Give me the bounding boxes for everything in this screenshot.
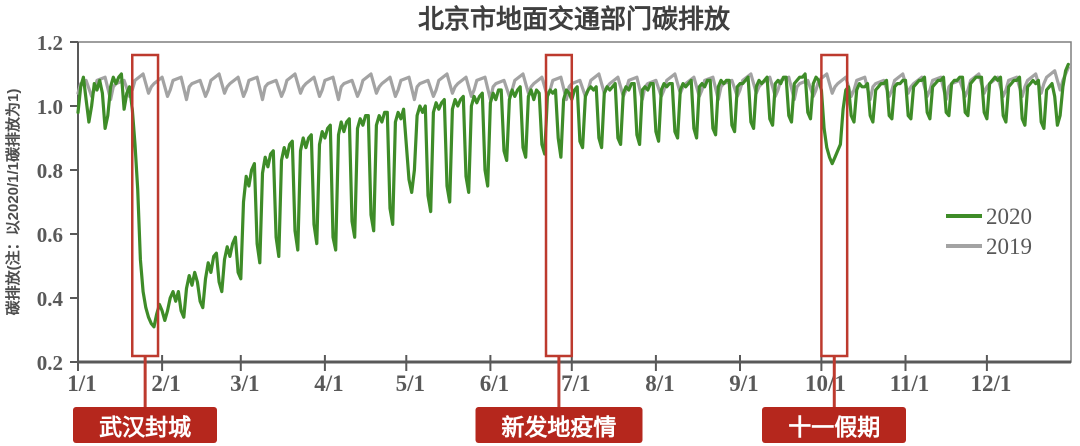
y-axis-ticks: 0.2 0.4 0.6 0.8 1.0 1.2 xyxy=(37,31,78,375)
x-tick-label: 4/1 xyxy=(314,371,343,396)
y-tick-label: 1.0 xyxy=(37,95,63,119)
y-axis-title: 碳排放(注：以2020/1/1碳排放为1) xyxy=(4,89,22,316)
annotation-label-wuhan-lockdown: 武汉封城 xyxy=(73,407,218,443)
annotation-rects xyxy=(131,53,849,410)
y-tick-label: 0.8 xyxy=(37,159,63,183)
annotation-label-xinfadi-outbreak: 新发地疫情 xyxy=(475,407,643,443)
x-tick-label: 9/1 xyxy=(729,371,758,396)
annotation-label-october-holiday: 十一假期 xyxy=(762,407,907,443)
x-axis-ticks: 1/1 2/1 3/1 4/1 5/1 6/1 7/1 8/1 9/1 10/1 11/1 12/1 xyxy=(67,355,1011,396)
x-tick-label: 11/1 xyxy=(890,371,930,396)
x-tick-label: 3/1 xyxy=(230,371,259,396)
x-tick-label: 5/1 xyxy=(396,371,425,396)
data-series xyxy=(76,62,1070,329)
x-tick-label: 1/1 xyxy=(67,371,96,396)
y-tick-label: 0.6 xyxy=(37,223,63,247)
series-line-2020 xyxy=(76,62,1070,329)
x-tick-label: 12/1 xyxy=(970,371,1011,396)
x-tick-label: 6/1 xyxy=(480,371,509,396)
x-tick-label: 7/1 xyxy=(561,371,590,396)
x-tick-label: 8/1 xyxy=(645,371,674,396)
chart-title: 北京市地面交通部门碳排放 xyxy=(418,4,731,34)
y-tick-label: 0.2 xyxy=(37,351,63,375)
y-tick-label: 1.2 xyxy=(37,31,63,55)
legend-label-2020: 2020 xyxy=(986,204,1032,229)
series-line-2019 xyxy=(76,65,1070,102)
legend-label-2019: 2019 xyxy=(986,234,1032,259)
x-tick-label: 2/1 xyxy=(151,371,180,396)
legend: 2020 2019 xyxy=(946,204,1032,259)
x-tick-label: 10/1 xyxy=(805,371,846,396)
y-tick-label: 0.4 xyxy=(37,287,64,311)
highlight-box xyxy=(544,53,574,358)
